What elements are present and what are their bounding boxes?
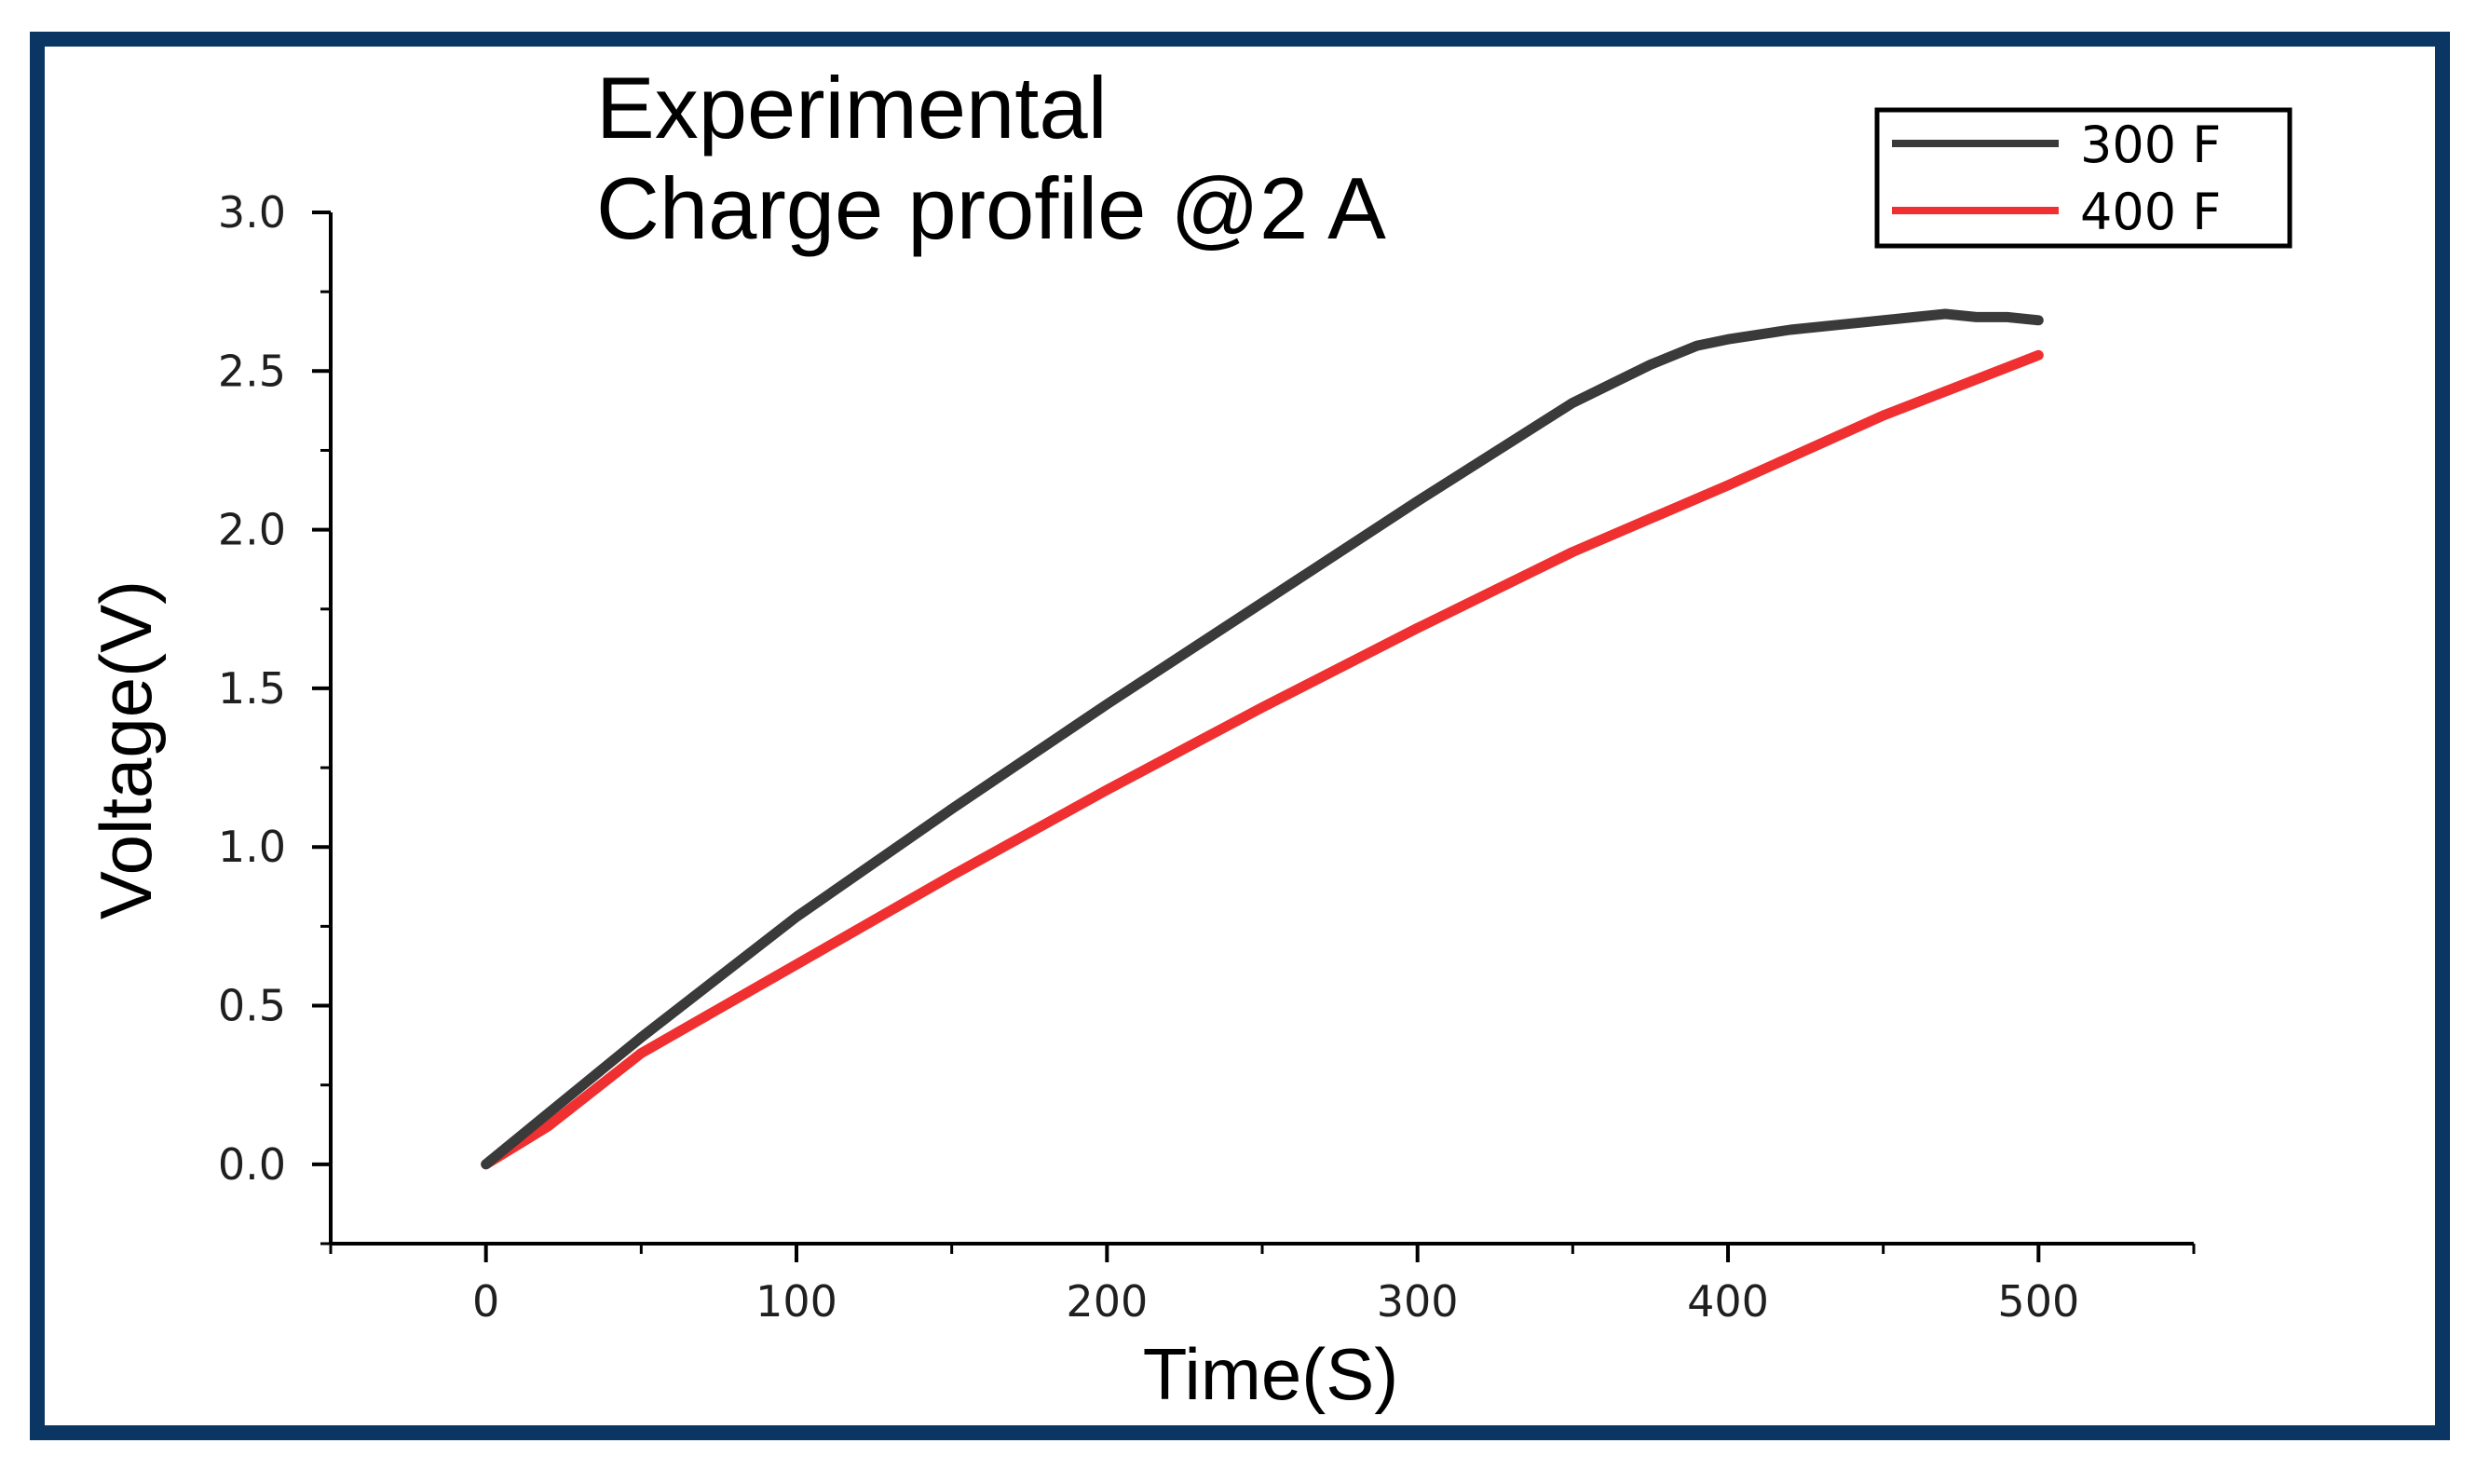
- ticks: 0 100 200 300 400 500 0.0 0.5 1.0 1.5 2.0 2.5 3.0: [218, 187, 2196, 1327]
- figure-frame: [30, 32, 2450, 1440]
- series-line-300-f: [481, 308, 2044, 1170]
- x-tick-label: 100: [755, 1276, 837, 1327]
- y-tick-label: 1.0: [218, 822, 286, 872]
- y-tick-label: 1.5: [218, 663, 286, 714]
- y-tick-label: 0.5: [218, 981, 286, 1031]
- title-line-2: Charge profile @2 A: [596, 159, 1386, 257]
- title-line-1: Experimental: [596, 59, 1108, 157]
- legend-label: 300 F: [2080, 116, 2221, 174]
- chart-title: Experimental Charge profile @2 A: [596, 59, 1386, 257]
- y-tick-label: 0.0: [218, 1139, 286, 1190]
- y-tick-label: 3.0: [218, 187, 286, 238]
- legend-box: [1874, 107, 2293, 249]
- legend-label: 400 F: [2080, 183, 2221, 241]
- y-tick-label: 2.5: [218, 346, 286, 396]
- x-axis-label: Time(S): [1143, 1333, 1398, 1415]
- y-tick-label: 2.0: [218, 505, 286, 555]
- axes: [329, 212, 2194, 1246]
- y-axis-label: Voltage(V): [85, 580, 167, 919]
- legend: 300 F 400 F: [1874, 107, 2293, 249]
- x-tick-label: 400: [1687, 1276, 1769, 1327]
- x-tick-label: 0: [472, 1276, 499, 1327]
- series-lines: [481, 308, 2044, 1170]
- series-line-400-f: [481, 349, 2044, 1170]
- x-tick-label: 300: [1377, 1276, 1459, 1327]
- x-tick-label: 500: [1997, 1276, 2079, 1327]
- x-tick-label: 200: [1066, 1276, 1148, 1327]
